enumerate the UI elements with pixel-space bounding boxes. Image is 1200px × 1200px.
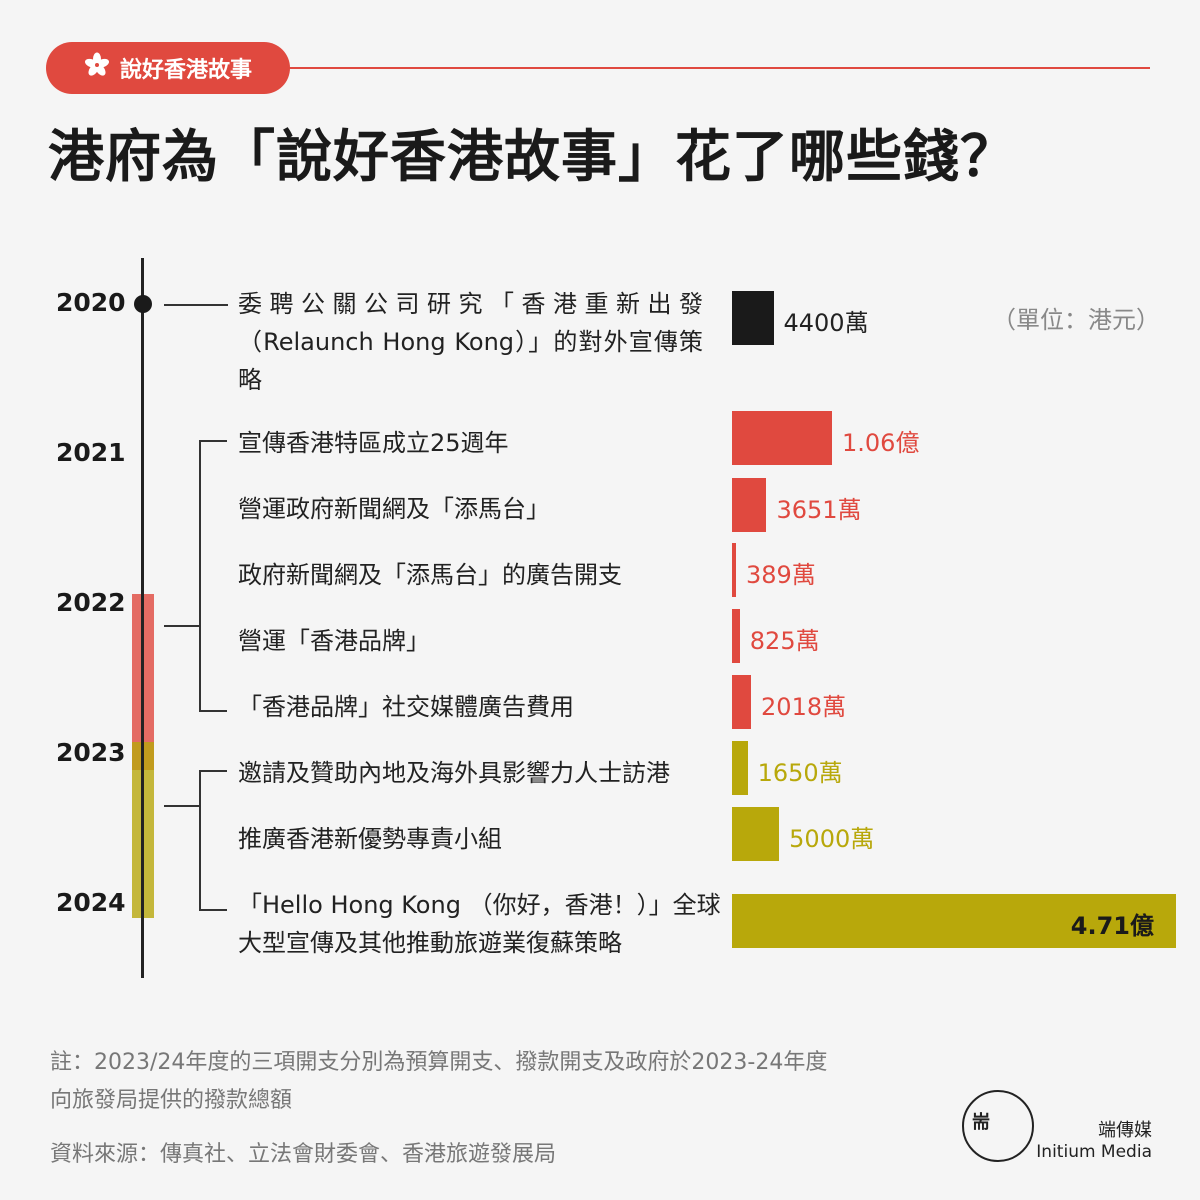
footnote-line: 向旅發局提供的撥款總額	[50, 1088, 293, 1113]
connector-2020	[164, 304, 228, 306]
bar-4	[732, 609, 740, 663]
bar-7	[732, 807, 780, 861]
bar-0	[732, 291, 774, 345]
bar-value-label-3: 389萬	[746, 561, 816, 589]
bar-8	[732, 894, 1177, 948]
header-divider	[288, 67, 1150, 69]
bracket-tick-top-2	[199, 770, 227, 772]
source-note: 資料來源：傳真社、立法會財委會、香港旅遊發展局	[50, 1142, 557, 1167]
bar-value-label-2: 3651萬	[776, 496, 862, 524]
logo-mark: 耑	[972, 1112, 990, 1133]
item-description: 推廣香港新優勢專責小組	[238, 825, 502, 853]
footnote: 註：2023/24年度的三項開支分別為預算開支、撥款開支及政府於2023-24年…	[50, 1044, 930, 1120]
bar-value-label-6: 1650萬	[757, 759, 843, 787]
bauhinia-icon	[84, 52, 110, 84]
initium-logo-icon	[962, 1090, 1034, 1162]
bar-value-label-7: 5000萬	[789, 825, 875, 853]
footnote-line: 註：2023/24年度的三項開支分別為預算開支、撥款開支及政府於2023-24年…	[50, 1050, 828, 1075]
connector-2021-2022	[164, 625, 200, 627]
timeline-dot-2020	[134, 295, 152, 313]
item-description: 政府新聞網及「添馬台」的廣告開支	[238, 561, 622, 589]
bracket-tick-top-1	[199, 440, 227, 442]
page-title: 港府為「說好香港故事」花了哪些錢？	[48, 125, 1017, 190]
connector-2023-2024	[164, 805, 200, 807]
bar-2	[732, 478, 767, 532]
bar-5	[732, 675, 752, 729]
bracket-2021-2022	[199, 440, 201, 711]
item-description: 營運「香港品牌」	[238, 627, 430, 655]
item-description: 委聘公關公司研究「香港重新出發（Relaunch Hong Kong）」的對外宣…	[238, 290, 703, 394]
item-description: 「香港品牌」社交媒體廣告費用	[238, 693, 574, 721]
year-label-2021: 2021	[56, 438, 126, 467]
bar-3	[732, 543, 736, 597]
item-description: 邀請及贊助內地及海外具影響力人士訪港	[238, 759, 670, 787]
year-label-2023: 2023	[56, 738, 126, 767]
year-label-2024: 2024	[56, 888, 126, 917]
year-label-2022: 2022	[56, 588, 126, 617]
topic-tag-label: 說好香港故事	[119, 58, 252, 83]
bar-value-label-4: 825萬	[749, 627, 820, 655]
brand-name-cn: 端傳媒	[1098, 1120, 1152, 1141]
item-description: 「Hello Hong Kong （你好，香港！）」全球大型宣傳及其他推動旅遊業…	[238, 891, 721, 957]
bracket-2023-2024	[199, 770, 201, 910]
timeline-axis	[141, 258, 144, 978]
bar-value-label-5: 2018萬	[761, 693, 847, 721]
bracket-tick-bottom-1	[199, 710, 227, 712]
brand-name-en: Initium Media	[1036, 1142, 1152, 1162]
item-description: 宣傳香港特區成立25週年	[238, 429, 509, 457]
year-label-2020: 2020	[56, 288, 126, 317]
bar-value-label-1: 1.06億	[842, 429, 920, 457]
bar-value-label-0: 4400萬	[783, 309, 869, 337]
item-description: 營運政府新聞網及「添馬台」	[238, 495, 550, 523]
unit-label: （單位：港元）	[992, 306, 1160, 334]
topic-tag: 說好香港故事	[46, 42, 290, 94]
bar-6	[732, 741, 748, 795]
bracket-tick-bottom-2	[199, 909, 227, 911]
bar-1	[732, 411, 832, 465]
bar-value-label-8: 4.71億	[1070, 912, 1154, 940]
